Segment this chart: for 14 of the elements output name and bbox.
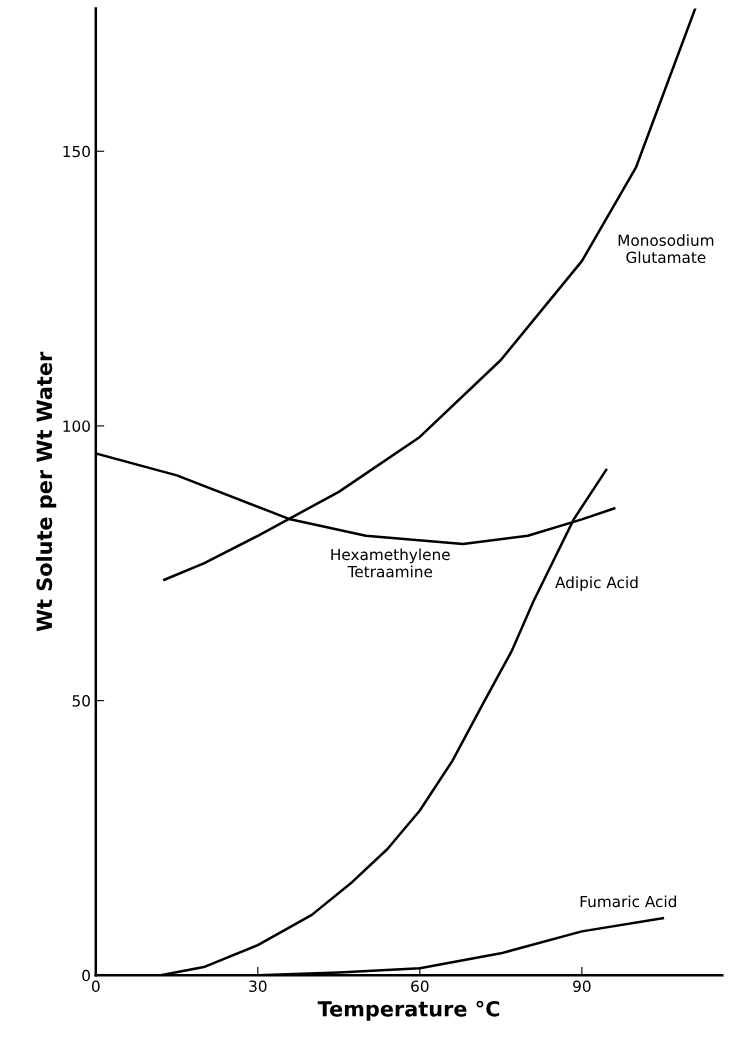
x-axis-title: Temperature °C (317, 1000, 500, 1021)
series-label: Adipic Acid (555, 576, 638, 592)
x-tick-label: 0 (91, 980, 100, 993)
x-tick-label: 60 (411, 980, 429, 993)
series-label: Hexamethylene Tetraamine (331, 548, 450, 578)
y-tick-label: 50 (72, 695, 90, 707)
x-tick-label: 30 (249, 980, 267, 993)
y-tick-label: 150 (63, 145, 90, 158)
series-label: Fumaric Acid (580, 895, 676, 908)
series-label: Monosodium Glutamate (618, 234, 714, 264)
y-tick-label: 100 (63, 420, 90, 432)
y-tick-label: 0 (82, 969, 90, 982)
y-axis-title: Wt Solute per Wt Water (36, 351, 57, 632)
x-tick-label: 90 (573, 980, 591, 993)
